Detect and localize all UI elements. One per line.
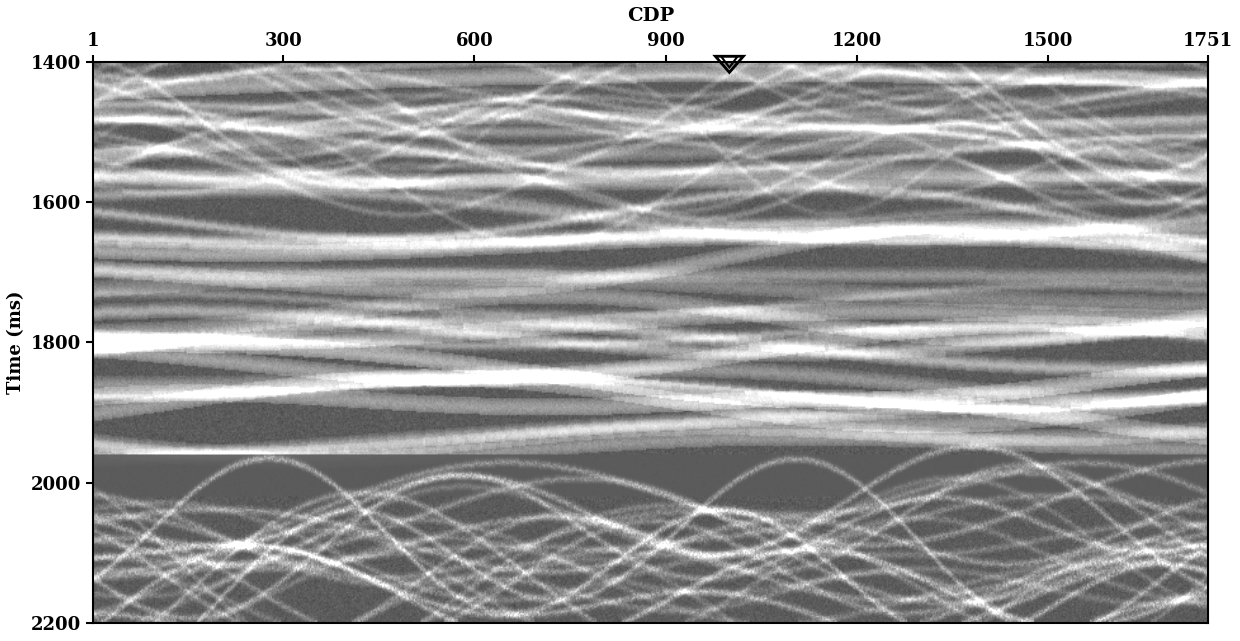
Y-axis label: Time (ms): Time (ms) <box>7 291 25 394</box>
X-axis label: CDP: CDP <box>626 7 675 25</box>
